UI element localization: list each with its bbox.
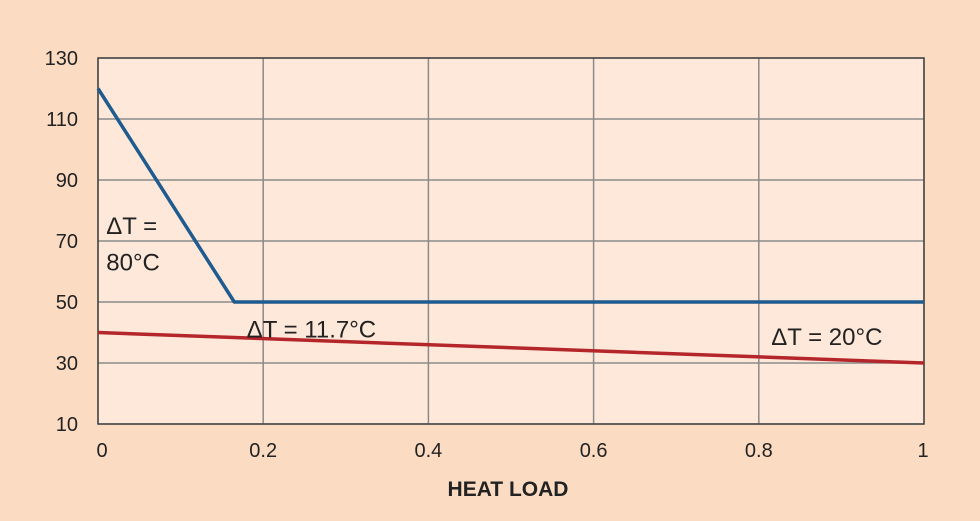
y-tick-label: 30 [56, 353, 78, 375]
annotation-label: ΔT = 20°C [771, 324, 882, 351]
y-tick-labels: 130 110 90 70 50 30 10 [45, 48, 78, 436]
y-tick-label: 70 [56, 231, 78, 253]
x-tick-label: 0.8 [745, 440, 773, 462]
plot-frame [97, 57, 925, 425]
x-tick-label: 1 [917, 440, 928, 462]
x-tick-label: 0 [96, 440, 107, 462]
y-tick-label: 50 [56, 292, 78, 314]
x-tick-label: 0.2 [249, 440, 277, 462]
annotation-label: 80°C [106, 249, 160, 276]
y-tick-label: 10 [56, 414, 78, 436]
x-tick-labels: 0 0.2 0.4 0.6 0.8 1 [96, 440, 928, 462]
x-axis-title: HEAT LOAD [448, 478, 569, 501]
y-tick-label: 90 [56, 170, 78, 192]
series-group [96, 87, 925, 365]
x-tick-label: 0.6 [580, 440, 608, 462]
y-tick-label: 110 [46, 109, 78, 131]
y-tick-label: 130 [45, 48, 78, 70]
series-line-2 [97, 330, 925, 365]
annotation-label: ΔT = [106, 213, 157, 240]
series-line-1 [96, 87, 924, 304]
annotation-label: ΔT = 11.7°C [247, 316, 376, 343]
x-tick-label: 0.4 [414, 440, 442, 462]
annotations: ΔT = 80°C ΔT = 11.7°C ΔT = 20°C [106, 213, 882, 351]
